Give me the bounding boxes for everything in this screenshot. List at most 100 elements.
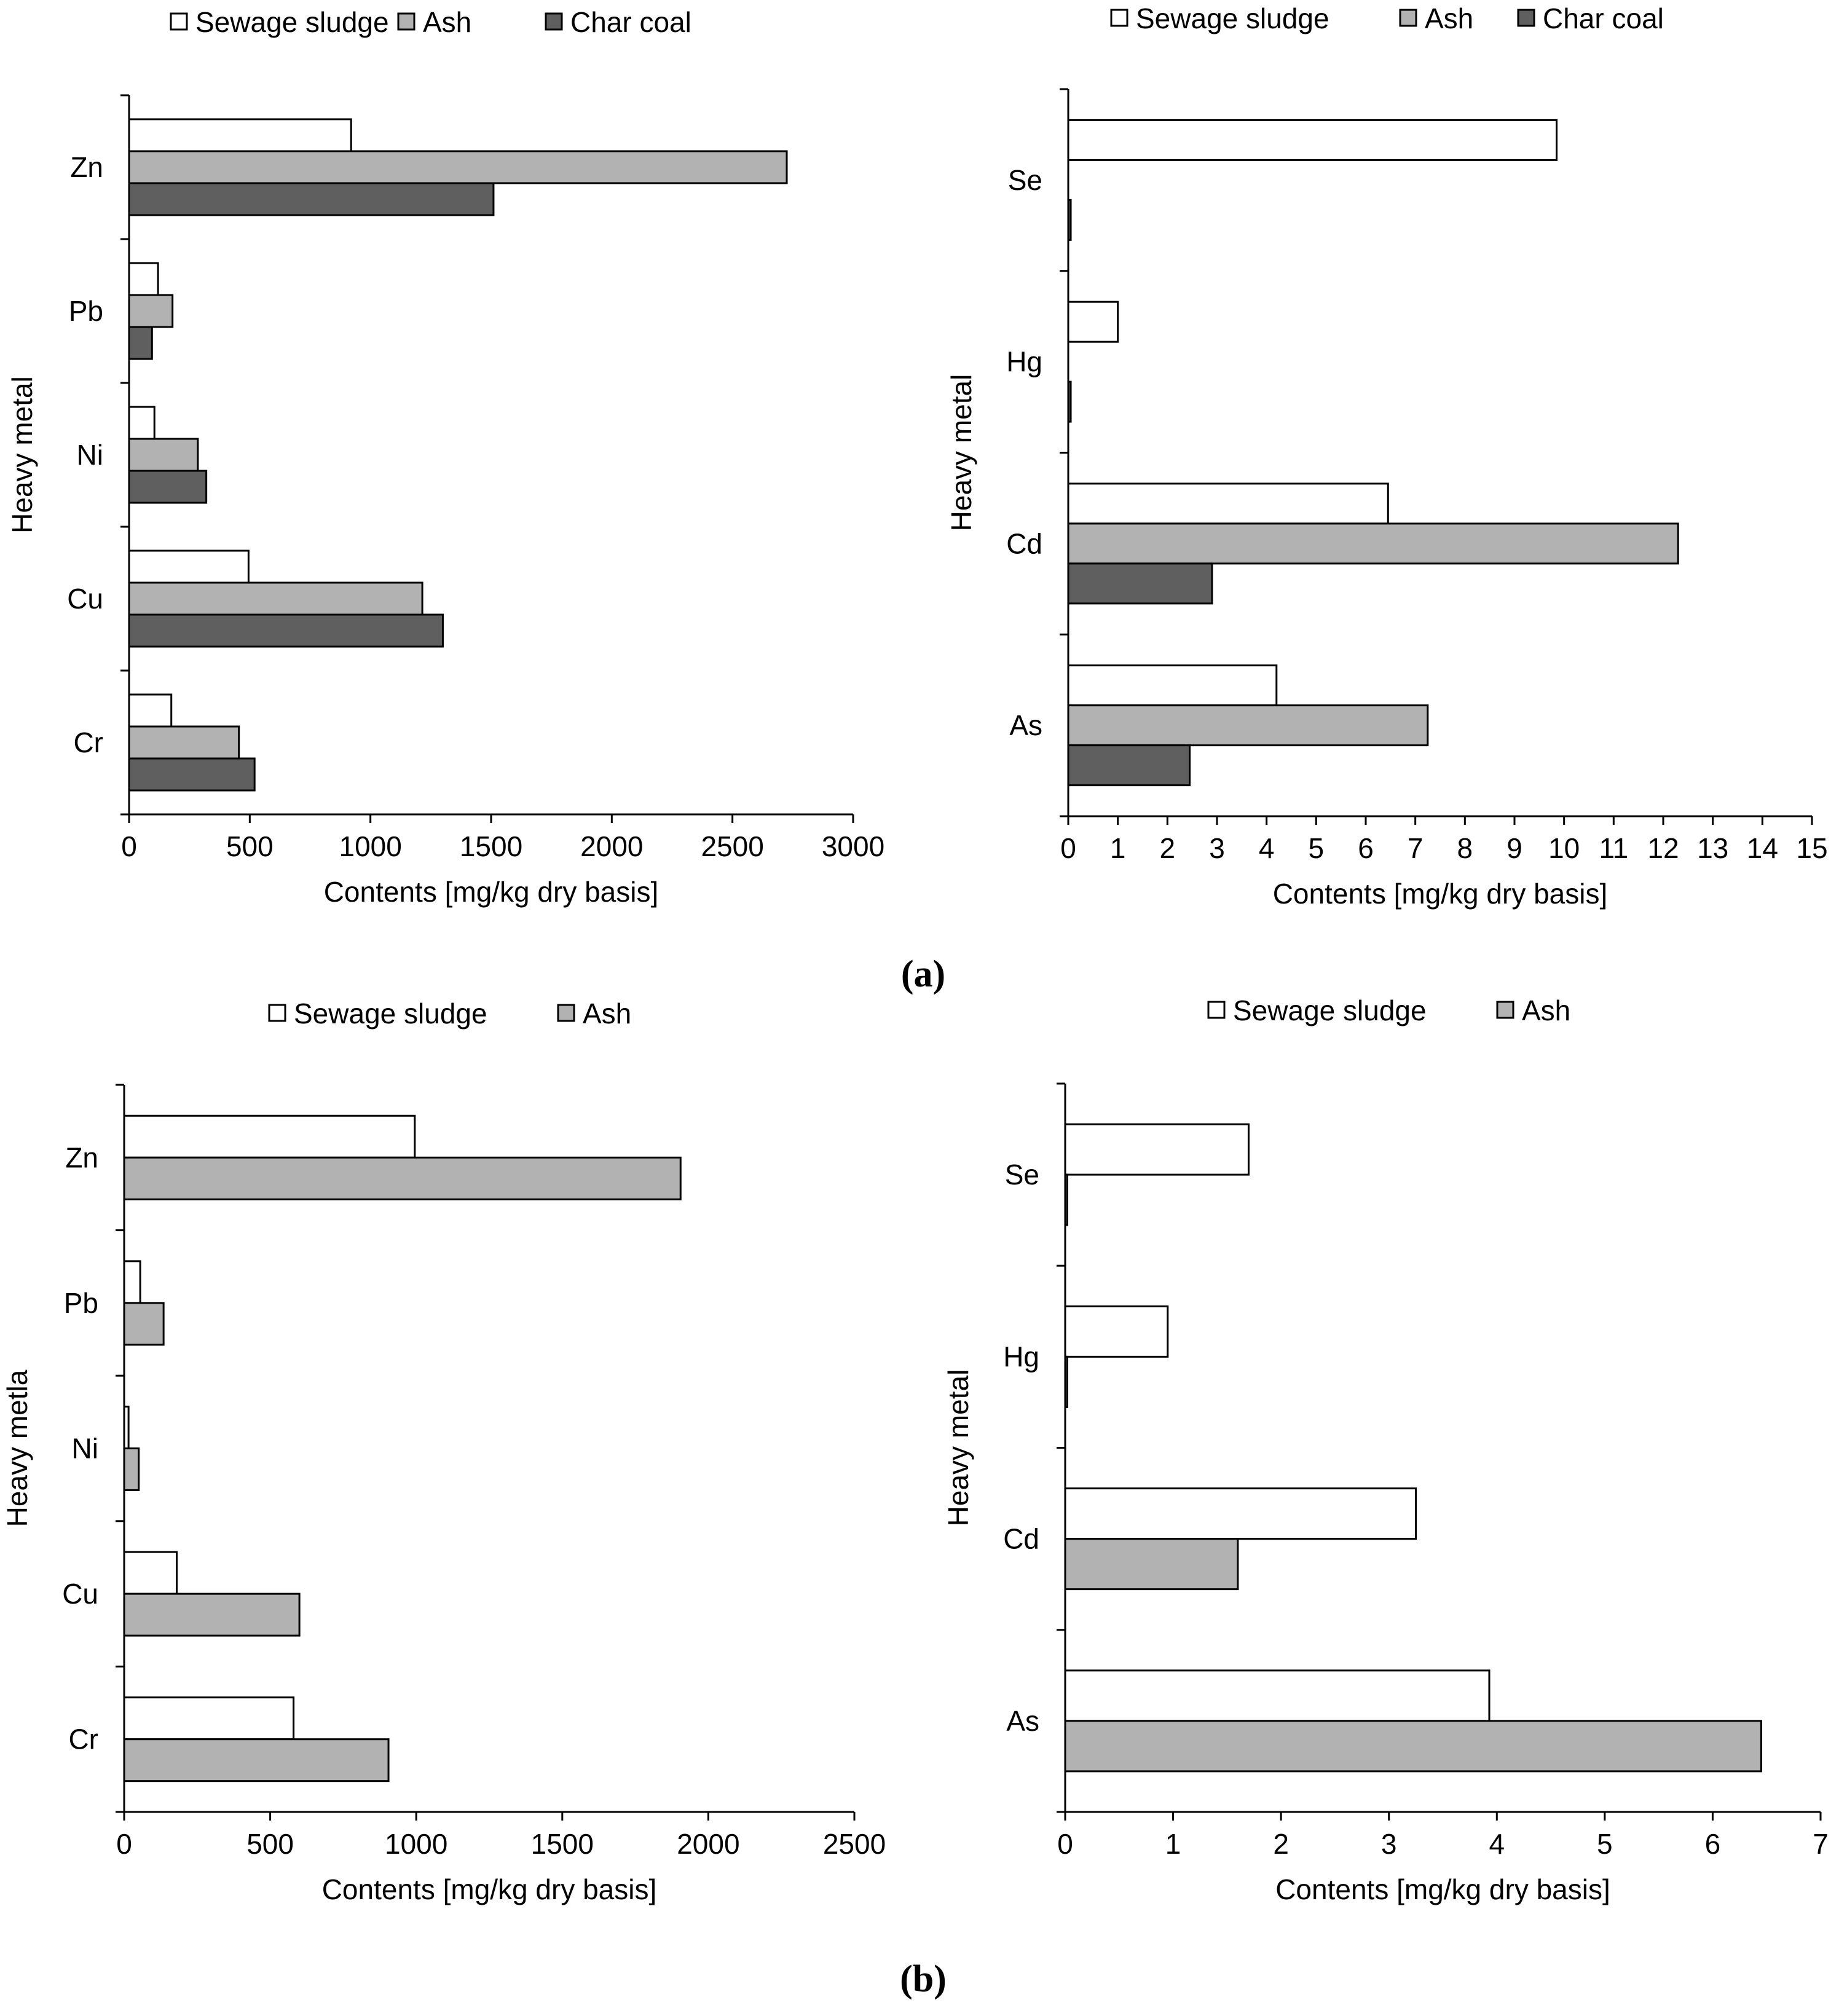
a-left-category-label-zn: Zn bbox=[70, 151, 103, 183]
a-right-legend-swatch-char-coal bbox=[1517, 9, 1535, 27]
b-left-category-label-ni: Ni bbox=[72, 1433, 98, 1465]
b-right-x-axis-title: Contents [mg/kg dry basis] bbox=[1275, 1873, 1610, 1905]
b-right-legend-swatch-ash bbox=[1496, 1001, 1514, 1019]
a-left-bar-sewage-sludge-cu bbox=[128, 549, 250, 584]
a-left-bar-sewage-sludge-cr bbox=[128, 693, 173, 728]
a-left-bar-char-coal-cu bbox=[128, 613, 444, 648]
a-right-bar-sewage-sludge-se bbox=[1067, 119, 1558, 161]
b-right-bar-sewage-sludge-hg bbox=[1064, 1305, 1169, 1358]
a-right-bar-sewage-sludge-as bbox=[1067, 664, 1278, 707]
b-left-bar-ash-cr bbox=[123, 1738, 390, 1782]
b-left-bar-sewage-sludge-pb bbox=[123, 1260, 141, 1304]
a-left-legend-label-char-coal: Char coal bbox=[570, 6, 691, 38]
b-right-legend-label-ash: Ash bbox=[1522, 994, 1570, 1026]
b-right-bar-sewage-sludge-as bbox=[1064, 1669, 1491, 1722]
a-right-x-tick-label: 8 bbox=[1457, 832, 1473, 864]
a-right-category-label-as: As bbox=[1009, 709, 1042, 741]
b-left-x-tick-label: 2000 bbox=[677, 1828, 739, 1860]
chart-b-right: 0 1 2 3 4 5 6 7 As Cd Hg Se Contents [mg/kg dry basi… bbox=[942, 994, 1829, 1905]
a-right-legend-swatch-ash bbox=[1399, 9, 1417, 27]
a-left-x-tick-label: 2500 bbox=[701, 830, 763, 862]
a-right-x-tick-label: 14 bbox=[1747, 832, 1778, 864]
b-right-x-tick-label: 2 bbox=[1273, 1828, 1289, 1860]
panel-label-b: (b) bbox=[900, 1958, 947, 2000]
a-left-legend-label-ash: Ash bbox=[423, 6, 471, 38]
a-right-x-tick-label: 15 bbox=[1796, 832, 1827, 864]
a-right-bar-char-coal-hg bbox=[1067, 380, 1072, 423]
b-right-category-label-as: As bbox=[1006, 1705, 1039, 1737]
a-right-x-tick-label: 4 bbox=[1259, 832, 1275, 864]
a-left-bar-ash-cr bbox=[128, 725, 240, 760]
b-left-bar-sewage-sludge-zn bbox=[123, 1114, 416, 1159]
a-left-x-axis-title: Contents [mg/kg dry basis] bbox=[324, 876, 659, 908]
b-left-category-label-zn: Zn bbox=[65, 1141, 98, 1173]
b-right-bar-sewage-sludge-cd bbox=[1064, 1487, 1417, 1540]
b-left-category-label-cu: Cu bbox=[62, 1578, 98, 1610]
a-left-bar-ash-ni bbox=[128, 438, 199, 472]
b-left-x-tick-label: 2500 bbox=[823, 1828, 886, 1860]
a-right-y-axis-title: Heavy metal bbox=[945, 374, 977, 532]
a-right-x-tick-label: 3 bbox=[1209, 832, 1225, 864]
a-left-x-tick-label: 3000 bbox=[822, 830, 884, 862]
b-right-bar-ash-cd bbox=[1064, 1538, 1239, 1591]
b-left-category-label-cr: Cr bbox=[68, 1723, 98, 1755]
b-right-x-tick-label: 3 bbox=[1381, 1828, 1397, 1860]
a-right-bar-ash-as bbox=[1067, 704, 1429, 747]
a-right-legend-label-ash: Ash bbox=[1425, 2, 1473, 34]
b-right-bar-sewage-sludge-se bbox=[1064, 1123, 1250, 1176]
b-left-legend-label-ash: Ash bbox=[583, 998, 631, 1030]
a-left-x-tick-label: 1500 bbox=[460, 830, 522, 862]
a-left-x-tick-label: 2000 bbox=[580, 830, 643, 862]
a-left-bar-char-coal-zn bbox=[128, 182, 495, 216]
a-left-y-axis-title: Heavy metal bbox=[6, 376, 38, 534]
a-right-x-tick-label: 7 bbox=[1408, 832, 1424, 864]
a-right-x-axis-title: Contents [mg/kg dry basis] bbox=[1273, 878, 1608, 910]
a-left-bar-char-coal-pb bbox=[128, 326, 153, 360]
b-right-legend-label-sewage-sludge: Sewage sludge bbox=[1233, 994, 1427, 1026]
a-left-legend-swatch-ash bbox=[397, 12, 415, 31]
b-right-x-tick-label: 0 bbox=[1057, 1828, 1073, 1860]
b-left-x-tick-label: 1000 bbox=[385, 1828, 447, 1860]
b-left-bar-ash-pb bbox=[123, 1302, 165, 1346]
a-right-bar-char-coal-as bbox=[1067, 744, 1191, 787]
a-left-x-tick-label: 500 bbox=[226, 830, 274, 862]
a-right-x-tick-label: 0 bbox=[1060, 832, 1076, 864]
a-left-bar-char-coal-ni bbox=[128, 470, 208, 504]
b-left-x-tick-label: 1500 bbox=[531, 1828, 594, 1860]
a-right-bar-sewage-sludge-cd bbox=[1067, 482, 1389, 525]
chart-b-left: 0 500 1000 1500 2000 2500 Cr Cu Ni Pb Zn Contents [… bbox=[1, 998, 886, 1905]
b-right-bar-ash-se bbox=[1064, 1173, 1069, 1226]
a-left-category-label-ni: Ni bbox=[77, 439, 103, 471]
b-left-category-label-pb: Pb bbox=[64, 1287, 98, 1319]
a-right-x-tick-label: 5 bbox=[1309, 832, 1325, 864]
a-left-legend-label-sewage-sludge: Sewage sludge bbox=[195, 6, 389, 38]
chart-a-left: 0 500 1000 1500 2000 2500 3000 Cr Cu Ni Pb Zn Conten… bbox=[6, 6, 884, 908]
a-right-x-tick-label: 12 bbox=[1647, 832, 1679, 864]
a-left-legend-swatch-sewage-sludge bbox=[170, 12, 188, 31]
b-left-legend-swatch-sewage-sludge bbox=[268, 1004, 286, 1022]
b-left-bar-sewage-sludge-ni bbox=[123, 1406, 130, 1449]
a-left-legend-swatch-char-coal bbox=[545, 12, 563, 31]
b-right-category-label-hg: Hg bbox=[1003, 1341, 1039, 1372]
a-left-category-label-cu: Cu bbox=[67, 583, 103, 615]
b-right-category-label-cd: Cd bbox=[1003, 1523, 1039, 1555]
b-left-bar-ash-ni bbox=[123, 1447, 140, 1491]
b-left-bar-sewage-sludge-cr bbox=[123, 1696, 295, 1741]
a-left-bar-sewage-sludge-ni bbox=[128, 406, 156, 440]
b-left-x-tick-label: 0 bbox=[116, 1828, 132, 1860]
a-left-x-tick-label: 0 bbox=[121, 830, 137, 862]
a-left-bar-ash-cu bbox=[128, 581, 423, 616]
b-right-bar-ash-as bbox=[1064, 1720, 1762, 1773]
b-left-bar-ash-zn bbox=[123, 1156, 682, 1200]
b-left-legend-label-sewage-sludge: Sewage sludge bbox=[294, 998, 487, 1030]
a-right-x-tick-label: 6 bbox=[1358, 832, 1374, 864]
b-left-x-tick-label: 500 bbox=[246, 1828, 294, 1860]
a-right-x-tick-label: 10 bbox=[1548, 832, 1580, 864]
b-right-y-axis-title: Heavy metal bbox=[942, 1369, 974, 1527]
b-right-x-tick-label: 5 bbox=[1597, 1828, 1613, 1860]
b-right-legend-swatch-sewage-sludge bbox=[1207, 1001, 1226, 1019]
b-right-x-tick-label: 7 bbox=[1813, 1828, 1829, 1860]
b-left-bar-ash-cu bbox=[123, 1593, 301, 1637]
a-left-category-label-pb: Pb bbox=[69, 295, 103, 327]
